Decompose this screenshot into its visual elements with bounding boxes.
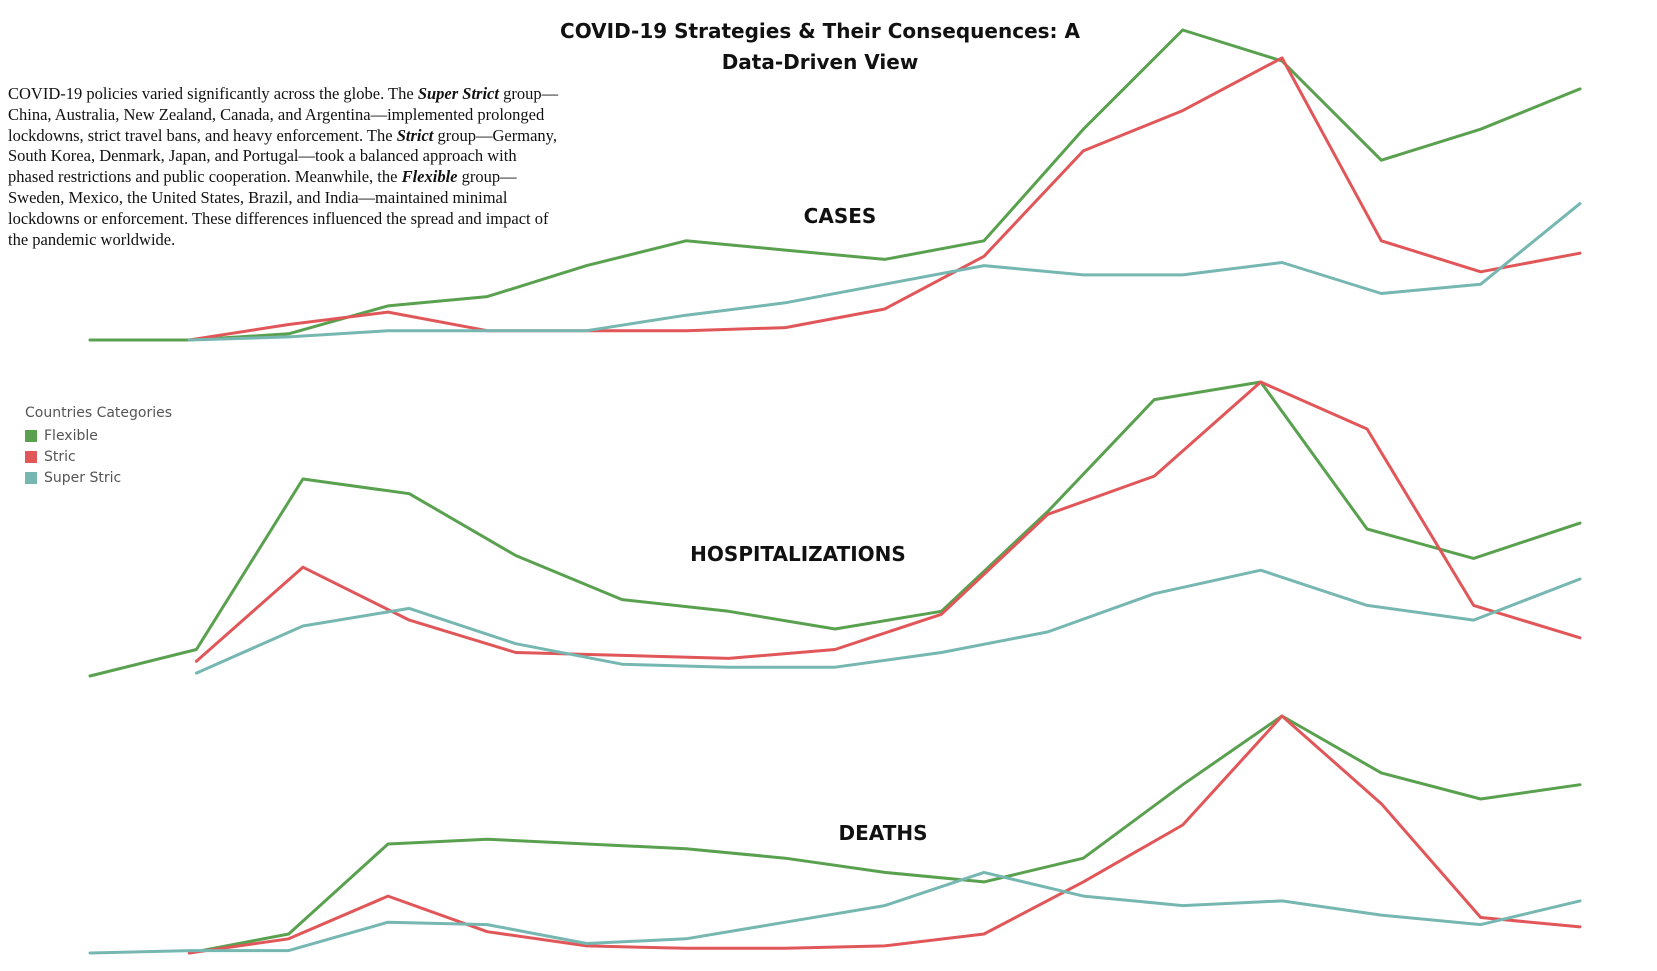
legend-item-stric[interactable]: Stric [25,446,172,467]
chart-title-hospitalizations: HOSPITALIZATIONS [690,542,906,566]
legend-swatch-super-stric [25,471,37,484]
cases-line-stric[interactable] [187,56,1582,342]
intro-paragraph: COVID-19 policies varied significantly a… [8,84,563,250]
legend-item-flexible[interactable]: Flexible [25,425,172,446]
legend-label-super-stric: Super Stric [44,469,122,486]
deaths-line-stric[interactable] [187,714,1582,955]
deaths-line-super-stric[interactable] [88,870,1582,955]
intro-flexible: Flexible [401,167,458,187]
intro-super-strict: Super Strict [417,84,499,103]
intro-text-4: group—Sweden, Mexico, the United States,… [8,167,549,249]
page-title-line1: COVID-19 Strategies & Their Consequences… [560,19,1080,43]
cases-line-flexible[interactable] [88,28,1582,342]
intro-text-2: group—China, Australia, New Zealand, Can… [8,84,559,145]
deaths-series [88,714,1582,955]
hospitalizations-line-flexible[interactable] [88,380,1582,678]
chart-deaths: DEATHS [88,714,1582,955]
legend-swatch-flexible [25,429,37,442]
page-title: COVID-19 Strategies & Their Consequences… [520,16,1120,78]
chart-cases: CASES [88,28,1582,342]
chart-hospitalizations: HOSPITALIZATIONS [88,380,1582,678]
legend-item-super-stric[interactable]: Super Stric [25,467,172,488]
intro-text-3: group—Germany, South Korea, Denmark, Jap… [8,125,557,187]
legend-label-flexible: Flexible [44,427,98,444]
legend: Countries Categories Flexible Stric Supe… [25,405,172,488]
deaths-line-flexible[interactable] [187,714,1582,955]
legend-swatch-stric [25,450,37,463]
chart-title-cases: CASES [804,204,877,228]
hospitalizations-line-stric[interactable] [194,380,1582,663]
page-title-line2: Data-Driven View [721,50,919,74]
intro-strict: Strict [396,125,434,145]
cases-series [88,28,1582,342]
legend-label-stric: Stric [44,448,76,465]
hospitalizations-series [88,380,1582,678]
legend-title: Countries Categories [25,405,173,421]
chart-title-deaths: DEATHS [839,821,928,845]
intro-text-1: COVID-19 policies varied significantly a… [8,84,418,103]
cases-line-super-stric[interactable] [187,202,1582,342]
hospitalizations-line-super-stric[interactable] [194,568,1582,675]
